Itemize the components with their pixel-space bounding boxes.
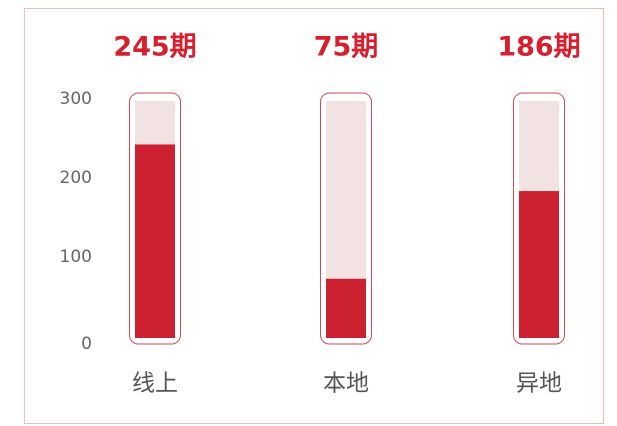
frame: [24, 8, 604, 424]
bar: [519, 191, 559, 338]
y-tick-label: 0: [81, 334, 92, 354]
y-tick-label: 300: [60, 89, 92, 109]
bar-capsule: [129, 92, 181, 345]
bar: [326, 278, 366, 338]
x-tick-label: 本地: [323, 371, 369, 397]
x-tick-label: 线上: [132, 371, 178, 397]
value-label: 75期: [314, 32, 379, 63]
value-label: 186期: [497, 32, 580, 63]
y-tick-label: 200: [60, 168, 92, 188]
bar-capsule: [513, 92, 565, 345]
value-label: 245期: [113, 32, 196, 63]
x-tick-label: 异地: [516, 371, 562, 397]
bar: [135, 144, 175, 338]
bar-capsule: [320, 92, 372, 345]
y-tick-label: 100: [60, 247, 92, 267]
